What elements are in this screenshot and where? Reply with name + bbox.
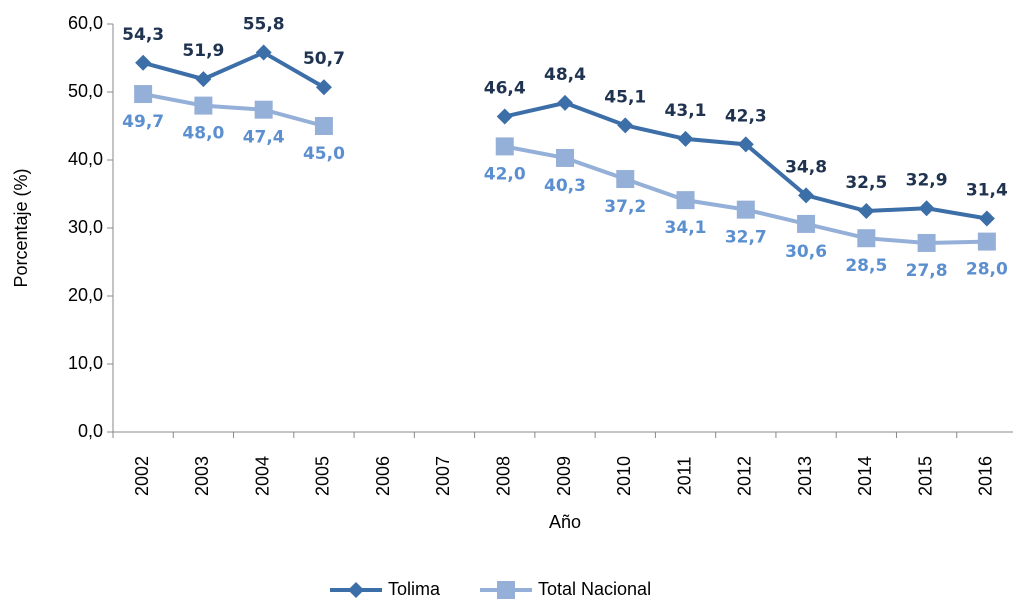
value-label: 45,0 (303, 144, 345, 164)
point (557, 94, 573, 111)
value-label: 48,4 (544, 65, 586, 85)
x-tick-label: 2007 (433, 456, 453, 496)
x-tick-label: 2011 (674, 457, 694, 496)
point (737, 136, 754, 153)
value-label: 51,9 (182, 41, 224, 61)
y-tick-label: 60,0 (68, 13, 103, 33)
legend-label: Tolima (388, 579, 441, 599)
value-label: 31,4 (966, 180, 1008, 200)
x-tick-label: 2002 (132, 456, 152, 496)
legend-label: Total Nacional (538, 579, 651, 599)
y-tick-label: 40,0 (68, 149, 103, 169)
point (798, 187, 815, 204)
x-tick-label: 2015 (915, 456, 935, 496)
x-axis-label: Año (549, 512, 581, 532)
point (736, 200, 755, 219)
point (134, 85, 153, 104)
value-label: 37,2 (604, 197, 646, 217)
x-tick-label: 2003 (192, 456, 212, 496)
x-tick-label: 2004 (252, 456, 272, 496)
value-label: 28,0 (966, 260, 1008, 280)
x-tick-label: 2010 (614, 456, 634, 496)
value-label: 32,7 (725, 228, 767, 248)
point (917, 233, 936, 252)
value-label: 42,3 (725, 106, 767, 126)
point (255, 44, 272, 61)
value-label: 34,8 (785, 157, 827, 177)
x-tick-label: 2008 (493, 456, 513, 496)
point (858, 203, 875, 219)
value-label: 30,6 (785, 242, 827, 262)
value-label: 48,0 (182, 124, 224, 144)
value-label: 46,4 (484, 78, 526, 98)
y-tick-label: 10,0 (68, 353, 103, 373)
value-label: 50,7 (303, 49, 345, 69)
legend-marker (348, 582, 364, 598)
point (977, 232, 996, 251)
value-label: 40,3 (544, 176, 586, 196)
point (918, 200, 935, 217)
y-tick-label: 30,0 (68, 217, 103, 237)
value-label: 28,5 (845, 256, 887, 276)
value-label: 55,8 (243, 15, 285, 35)
point (857, 229, 876, 248)
value-label: 47,4 (243, 128, 285, 148)
value-label: 45,1 (604, 87, 646, 107)
x-tick-label: 2005 (313, 456, 333, 496)
point (254, 100, 273, 119)
point (135, 54, 152, 71)
point (194, 96, 213, 115)
point (495, 137, 514, 156)
value-label: 34,1 (665, 218, 707, 238)
x-tick-label: 2013 (795, 456, 815, 496)
y-tick-label: 20,0 (68, 285, 103, 305)
point (617, 117, 634, 134)
point (315, 79, 332, 96)
x-tick-label: 2014 (855, 456, 875, 496)
point (978, 210, 995, 227)
value-label: 49,7 (122, 112, 164, 132)
legend-marker (497, 581, 515, 599)
value-label: 27,8 (906, 261, 948, 281)
x-tick-label: 2009 (554, 456, 574, 496)
y-tick-label: 50,0 (68, 81, 103, 101)
point (496, 108, 513, 125)
value-label: 32,9 (906, 170, 948, 190)
y-axis-label: Porcentaje (%) (11, 168, 31, 287)
point (616, 170, 635, 189)
x-tick-label: 2012 (735, 456, 755, 496)
point (556, 148, 574, 167)
point (195, 71, 212, 88)
point (677, 130, 694, 147)
value-label: 43,1 (665, 101, 707, 121)
point (797, 214, 816, 233)
value-label: 32,5 (845, 173, 887, 193)
point (676, 191, 695, 210)
point (314, 117, 333, 135)
y-tick-label: 0,0 (78, 421, 103, 441)
value-label: 42,0 (484, 164, 526, 184)
x-tick-label: 2016 (976, 456, 996, 496)
value-label: 54,3 (122, 25, 164, 45)
x-tick-label: 2006 (373, 456, 393, 496)
